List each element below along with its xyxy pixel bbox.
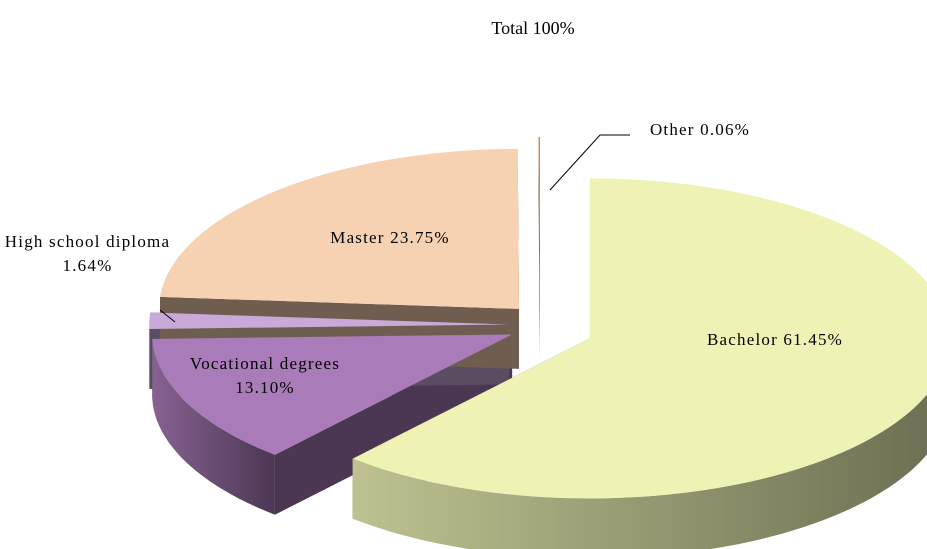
data-label: Bachelor 61.45% — [660, 328, 890, 352]
value-label: 23.75% — [390, 228, 450, 247]
category-label: Bachelor — [706, 330, 778, 349]
category-label: Master — [330, 228, 385, 247]
category-label: Vocational degrees — [189, 354, 341, 373]
chart-title: Total 100% — [491, 18, 575, 38]
slice-wall — [352, 394, 927, 549]
slice — [538, 137, 540, 297]
category-label: High school diploma — [4, 232, 171, 251]
value-label: 1.64% — [62, 256, 113, 275]
slice — [152, 334, 513, 455]
slice-side — [538, 137, 540, 357]
data-label: Master 23.75% — [290, 226, 490, 250]
value-label: 13.10% — [235, 378, 295, 397]
slice — [149, 312, 510, 329]
slice — [352, 178, 927, 499]
data-label: High school diploma 1.64% — [0, 230, 175, 278]
data-label: Vocational degrees 13.10% — [175, 352, 355, 400]
value-label: 0.06% — [700, 120, 751, 139]
leader-line — [159, 309, 176, 323]
data-label: Other 0.06% — [620, 118, 780, 142]
slice — [160, 148, 519, 309]
leader-line — [549, 134, 630, 191]
category-label: Other — [649, 120, 695, 139]
value-label: 61.45% — [783, 330, 844, 349]
slice-wall — [152, 338, 275, 515]
